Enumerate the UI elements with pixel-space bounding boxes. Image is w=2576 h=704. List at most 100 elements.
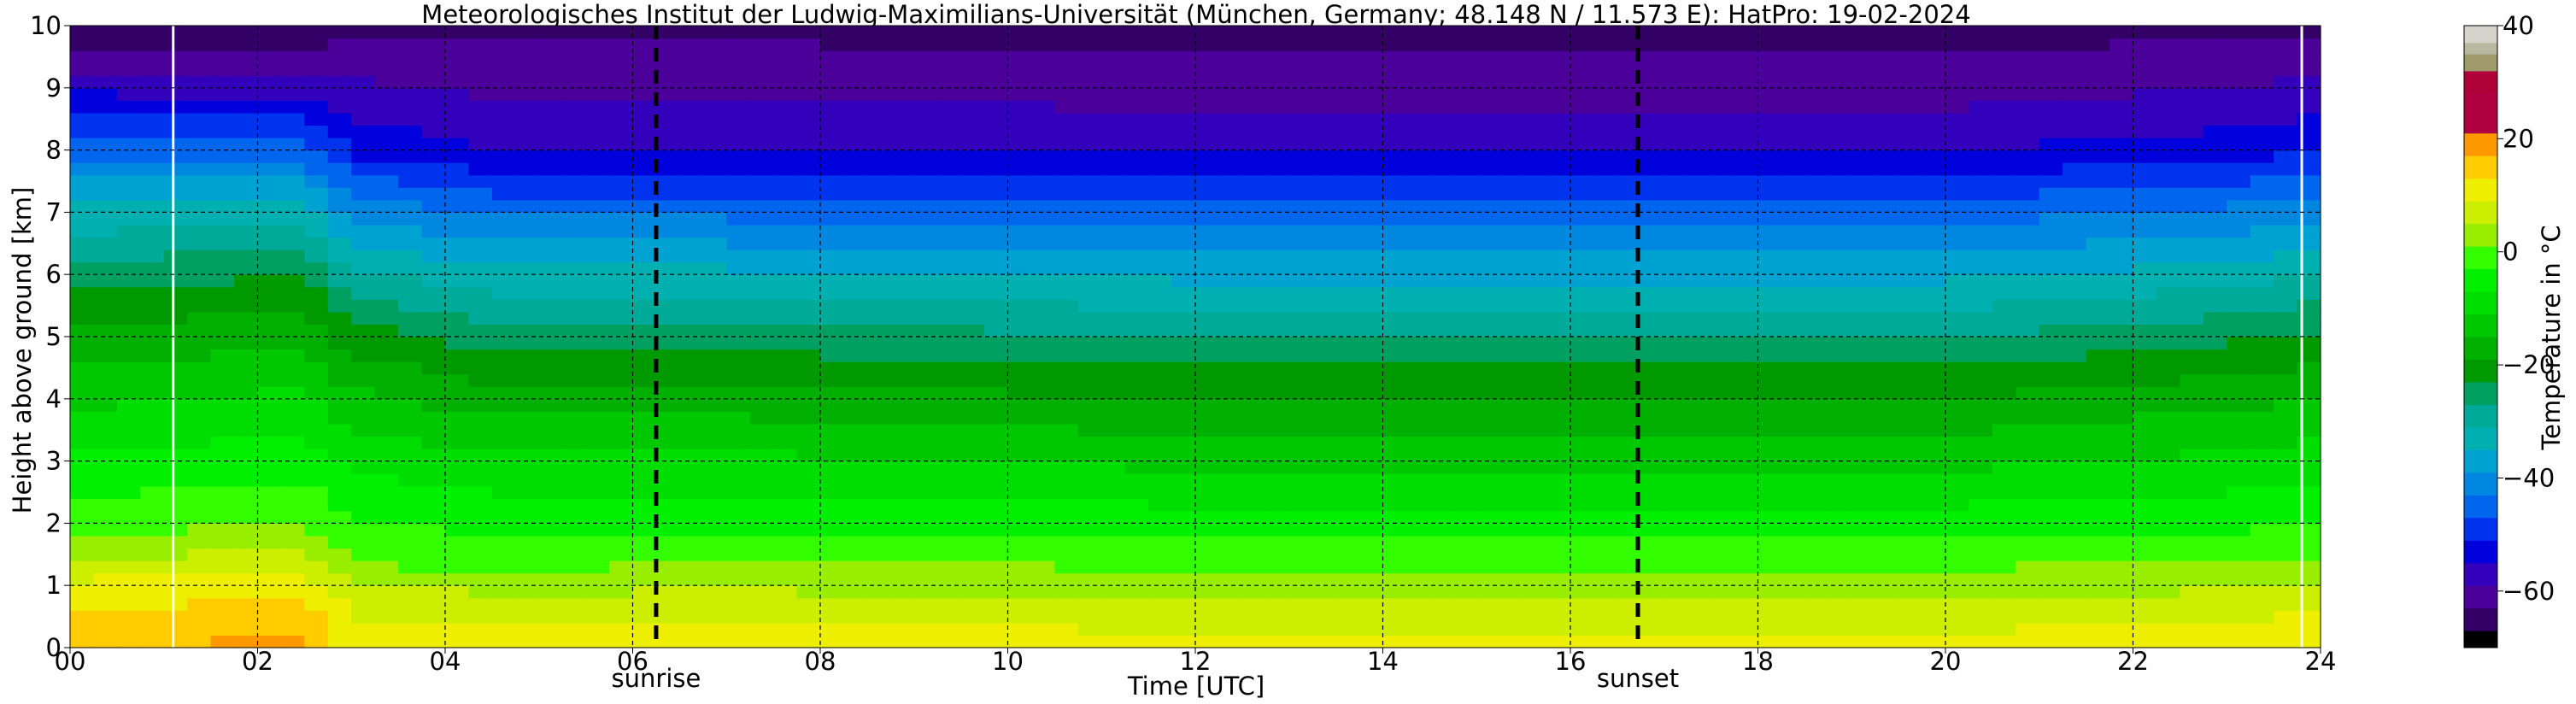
- heatmap-cell: [1710, 485, 1735, 499]
- heatmap-cell: [937, 162, 962, 176]
- heatmap-cell: [327, 610, 352, 624]
- heatmap-cell: [2203, 112, 2227, 126]
- heatmap-cell: [1312, 361, 1337, 375]
- heatmap-cell: [1007, 187, 1032, 201]
- heatmap-cell: [2250, 535, 2274, 549]
- heatmap-cell: [210, 349, 235, 362]
- heatmap-cell: [1359, 510, 1384, 524]
- heatmap-cell: [1007, 597, 1032, 611]
- heatmap-cell: [960, 398, 985, 412]
- heatmap-cell: [491, 572, 516, 586]
- heatmap-cell: [445, 498, 470, 512]
- heatmap-cell: [1710, 498, 1735, 512]
- heatmap-cell: [1429, 436, 1454, 449]
- heatmap-cell: [1617, 174, 1641, 188]
- heatmap-cell: [1804, 324, 1829, 337]
- heatmap-cell: [2016, 386, 2040, 400]
- heatmap-cell: [913, 187, 938, 201]
- heatmap-cell: [1546, 199, 1571, 213]
- heatmap-cell: [1288, 622, 1313, 637]
- heatmap-cell: [1969, 112, 1993, 126]
- heatmap-cell: [421, 461, 446, 474]
- heatmap-cell: [1922, 510, 1946, 524]
- heatmap-cell: [1476, 337, 1501, 350]
- heatmap-cell: [1969, 138, 1993, 151]
- heatmap-cell: [1898, 461, 1923, 474]
- heatmap-cell: [702, 398, 727, 412]
- heatmap-cell: [1851, 337, 1876, 350]
- heatmap-cell: [2039, 635, 2063, 648]
- heatmap-cell: [187, 635, 212, 648]
- heatmap-cell: [2039, 26, 2063, 39]
- heatmap-cell: [843, 373, 868, 387]
- heatmap-cell: [374, 337, 399, 350]
- heatmap-cell: [1171, 212, 1196, 226]
- heatmap-cell: [820, 635, 845, 648]
- heatmap-cell: [210, 622, 235, 637]
- heatmap-cell: [1499, 622, 1524, 637]
- heatmap-cell: [1546, 125, 1571, 138]
- heatmap-cell: [1640, 249, 1665, 263]
- heatmap-cell: [679, 125, 704, 138]
- heatmap-cell: [374, 87, 399, 101]
- heatmap-cell: [257, 461, 282, 474]
- heatmap-cell: [1077, 224, 1102, 238]
- heatmap-cell: [1664, 38, 1688, 51]
- heatmap-cell: [351, 510, 376, 524]
- heatmap-cell: [1945, 324, 1970, 337]
- heatmap-cell: [1030, 361, 1055, 375]
- heatmap-cell: [1570, 597, 1595, 611]
- heatmap-cell: [1312, 26, 1337, 39]
- heatmap-cell: [2180, 87, 2204, 101]
- heatmap-cell: [304, 373, 329, 387]
- heatmap-cell: [2227, 174, 2251, 188]
- heatmap-cell: [1875, 373, 1899, 387]
- heatmap-cell: [2227, 597, 2251, 611]
- heatmap-cell: [187, 224, 212, 238]
- heatmap-cell: [70, 337, 95, 350]
- heatmap-cell: [2203, 610, 2227, 624]
- heatmap-cell: [116, 635, 141, 648]
- heatmap-cell: [1288, 423, 1313, 437]
- heatmap-cell: [1922, 38, 1946, 51]
- heatmap-cell: [1734, 398, 1759, 412]
- heatmap-cell: [445, 187, 470, 201]
- heatmap-cell: [2180, 311, 2204, 326]
- heatmap-cell: [1734, 585, 1759, 599]
- heatmap-cell: [351, 436, 376, 449]
- heatmap-cell: [2156, 498, 2180, 512]
- heatmap-cell: [1687, 548, 1712, 561]
- heatmap-cell: [234, 162, 259, 176]
- heatmap-cell: [2063, 286, 2087, 300]
- heatmap-cell: [398, 449, 423, 462]
- heatmap-cell: [1687, 411, 1712, 425]
- heatmap-cell: [491, 261, 516, 275]
- heatmap-cell: [1218, 597, 1243, 611]
- heatmap-cell: [1945, 311, 1970, 326]
- heatmap-cell: [1593, 187, 1618, 201]
- heatmap-cell: [304, 461, 329, 474]
- heatmap-cell: [1969, 510, 1993, 524]
- heatmap-cell: [1476, 62, 1501, 76]
- heatmap-cell: [327, 485, 352, 499]
- heatmap-cell: [1593, 100, 1618, 114]
- heatmap-cell: [515, 299, 540, 313]
- heatmap-cell: [1875, 473, 1899, 487]
- heatmap-cell: [1734, 299, 1759, 313]
- heatmap-cell: [960, 411, 985, 425]
- heatmap-cell: [1195, 635, 1220, 648]
- heatmap-cell: [1476, 585, 1501, 599]
- heatmap-cell: [1030, 224, 1055, 238]
- heatmap-cell: [1382, 622, 1407, 637]
- heatmap-cell: [1875, 523, 1899, 537]
- heatmap-cell: [796, 610, 821, 624]
- heatmap-cell: [515, 187, 540, 201]
- heatmap-cell: [679, 299, 704, 313]
- heatmap-cell: [749, 635, 774, 648]
- heatmap-cell: [1945, 38, 1970, 51]
- heatmap-cell: [468, 299, 493, 313]
- heatmap-cell: [1898, 548, 1923, 561]
- heatmap-cell: [1405, 286, 1430, 300]
- heatmap-cell: [1898, 337, 1923, 350]
- heatmap-cell: [1195, 349, 1220, 362]
